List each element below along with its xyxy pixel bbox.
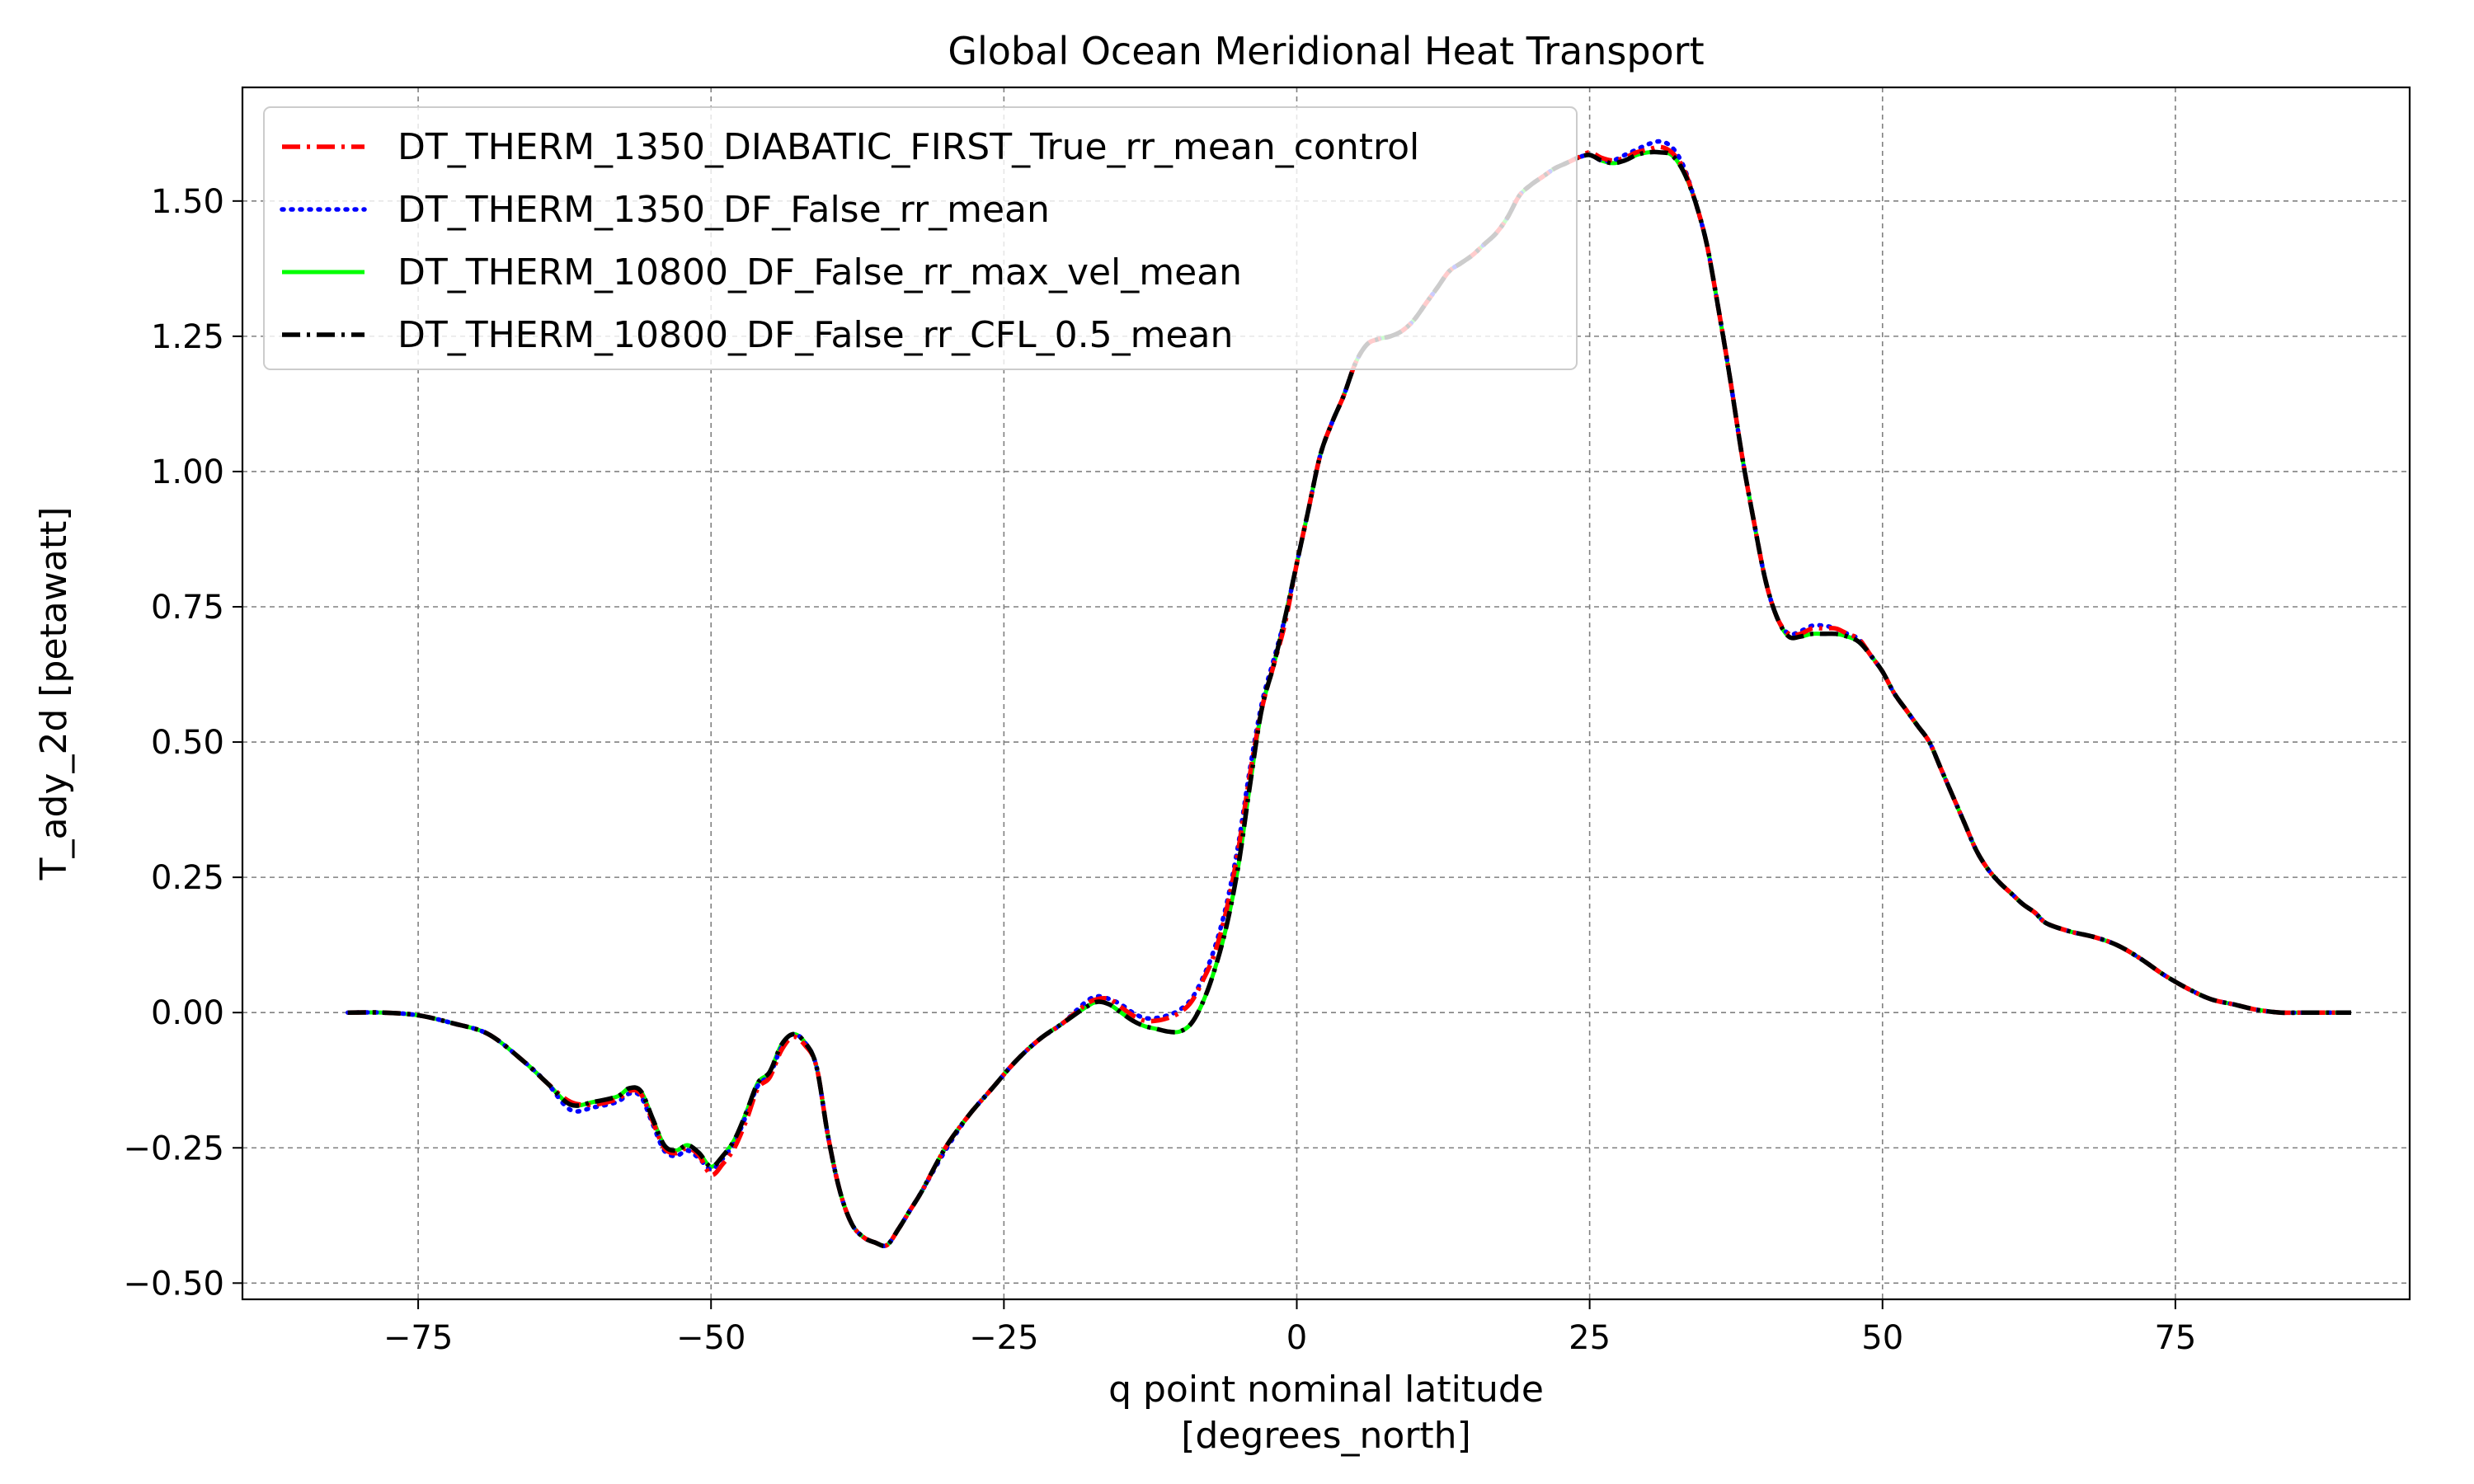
- legend-item-2: DT_THERM_10800_DF_False_rr_max_vel_mean: [282, 251, 1242, 294]
- y-tick-label: 1.50: [151, 183, 224, 221]
- legend-item-1: DT_THERM_1350_DF_False_rr_mean: [280, 189, 1050, 231]
- x-tick-label: −75: [383, 1319, 453, 1357]
- y-tick-label: 1.00: [151, 453, 224, 491]
- legend-label: DT_THERM_1350_DIABATIC_FIRST_True_rr_mea…: [397, 126, 1419, 168]
- x-axis-ticks: −75 −50 −25 0 25 50 75: [383, 1299, 2196, 1357]
- y-axis-label: T_ady_2d [petawatt]: [33, 507, 75, 881]
- y-tick-label: 0.00: [151, 994, 224, 1032]
- x-tick-label: −25: [969, 1319, 1038, 1357]
- plot-frame: [241, 86, 2411, 1301]
- legend-box: [263, 106, 1578, 370]
- x-tick-label: 0: [1286, 1319, 1307, 1357]
- x-axis-label: q point nominal latitude: [1108, 1369, 1544, 1411]
- legend-label: DT_THERM_10800_DF_False_rr_CFL_0.5_mean: [397, 314, 1233, 356]
- y-tick-label: 0.25: [151, 859, 224, 897]
- x-axis-label-units: [degrees_north]: [1181, 1415, 1470, 1457]
- y-tick-label: −0.25: [123, 1129, 224, 1167]
- x-tick-label: −50: [676, 1319, 745, 1357]
- chart-title: Global Ocean Meridional Heat Transport: [948, 29, 1704, 73]
- y-tick-label: 0.75: [151, 589, 224, 627]
- series-line-0: [347, 144, 2351, 1248]
- legend: DT_THERM_1350_DIABATIC_FIRST_True_rr_mea…: [263, 106, 1578, 370]
- x-tick-label: 75: [2154, 1319, 2196, 1357]
- y-tick-label: 0.50: [151, 724, 224, 762]
- y-tick-label: −0.50: [123, 1265, 224, 1303]
- legend-label: DT_THERM_1350_DF_False_rr_mean: [397, 189, 1050, 231]
- y-axis-ticks: −0.50 −0.25 0.00 0.25 0.50 0.75 1.00 1.25 1.50: [123, 183, 242, 1303]
- x-tick-label: 50: [1861, 1319, 1903, 1357]
- y-tick-label: 1.25: [151, 318, 224, 356]
- legend-item-0: DT_THERM_1350_DIABATIC_FIRST_True_rr_mea…: [282, 126, 1419, 168]
- x-tick-label: 25: [1569, 1319, 1611, 1357]
- legend-item-3: DT_THERM_10800_DF_False_rr_CFL_0.5_mean: [282, 314, 1233, 356]
- legend-label: DT_THERM_10800_DF_False_rr_max_vel_mean: [397, 251, 1242, 294]
